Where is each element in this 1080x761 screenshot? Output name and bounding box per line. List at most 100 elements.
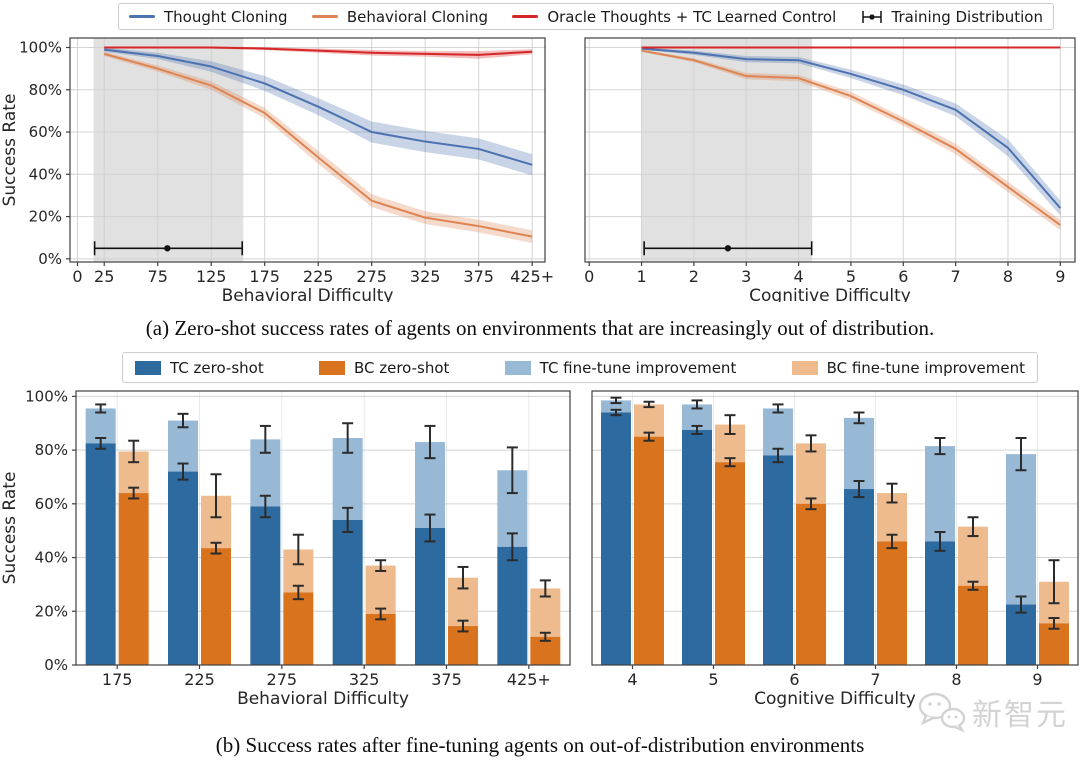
legend-item: Thought Cloning [129,8,288,26]
series-line [104,48,533,166]
legend-label: BC zero-shot [353,358,450,377]
bar-segment-tc-zero-shot [168,471,198,665]
legend-item: TC zero-shot [135,359,264,377]
caption-b: (b) Success rates after fine-tuning agen… [215,733,865,757]
x-tick-label: 3 [741,267,751,286]
y-tick-label: 40% [35,549,68,567]
top-legend: Thought Cloning Behavioral Cloning Oracle … [118,3,1054,30]
x-axis-label: Cognitive Difficulty [754,689,916,709]
plot-frame [75,390,571,666]
finetune-behavioral-bar-chart: 175 225 275 325 375 425+ 0% 20% 40% 60% 80% 100% Beh… [0,387,571,709]
bar-segment-bc-zero-shot [877,541,907,665]
bar-segment-bc-zero-shot [118,493,149,665]
zero-shot-cognitive-line-chart: 0 1 2 3 4 5 6 7 8 9 Cognitive Difficulty [584,37,1076,302]
x-axis-label: Behavioral Difficulty [237,689,409,709]
bar-segment-bc-fine-tune-improvement [365,565,396,614]
y-tick-label: 60% [35,495,68,513]
x-tick-label: 325 [349,670,380,689]
y-tick-label: 80% [29,81,62,99]
legend-item: Training Distribution [861,8,1043,26]
bar-segment-bc-zero-shot [201,548,231,665]
x-tick-label: 325 [410,267,441,286]
bar-segment-tc-zero-shot [763,455,793,665]
bar-segment-bc-zero-shot [283,592,314,665]
legend-label: TC fine-tune improvement [539,358,737,377]
bar-segment-tc-fine-tune-improvement [1006,454,1036,605]
series-line [641,49,1061,226]
bottom-legend: TC zero-shot BC zero-shot TC fine-tune imp… [122,352,1038,383]
bc-finetune-swatch-icon [791,360,818,375]
legend-label: Oracle Thoughts + TC Learned Control [547,7,837,26]
legend-label: Training Distribution [891,7,1043,26]
bar-segment-tc-fine-tune-improvement [925,446,955,542]
legend-item: BC fine-tune improvement [791,358,1025,377]
y-tick-label: 80% [35,441,68,459]
x-tick-label: 9 [1055,267,1065,286]
series-line [641,47,1062,209]
x-tick-label: 275 [356,267,387,286]
zero-shot-behavioral-line-chart: 0 25 75 125 175 225 275 325 375 425+ 0% 20% 40% 60% 80… [0,37,554,302]
x-tick-label: 225 [184,670,215,689]
legend-label: Thought Cloning [164,7,288,26]
tc-zero-shot-swatch-icon [135,360,161,375]
x-tick-label: 2 [689,267,699,286]
x-tick-label: 8 [1003,267,1013,286]
x-tick-label: 175 [102,670,133,689]
x-tick-label: 4 [793,267,803,286]
bar-segment-tc-zero-shot [497,546,528,665]
confidence-band [641,47,1061,216]
bar-segment-tc-zero-shot [925,541,955,665]
legend-label: TC zero-shot [170,358,264,377]
x-tick-label: 375 [431,670,462,689]
confidence-band [104,51,533,243]
x-tick-label: 1 [636,267,646,286]
bar-segment-bc-zero-shot [958,585,988,665]
y-axis-label: Success Rate [0,472,20,585]
bar-segment-bc-zero-shot [448,626,478,665]
series-line [103,52,533,238]
wechat-bubbles-icon [918,692,966,733]
x-tick-label: 0 [72,267,82,286]
bar-segment-tc-fine-tune-improvement [844,417,874,490]
y-tick-label: 20% [29,208,62,226]
bc-line-swatch-icon [311,15,338,18]
x-tick-label: 5 [846,267,856,286]
y-tick-label: 100% [19,39,62,57]
confidence-band [104,46,533,59]
legend-item: TC fine-tune improvement [504,358,737,377]
tc-finetune-swatch-icon [504,360,531,375]
x-tick-label: 4 [627,670,637,689]
y-tick-label: 20% [35,602,68,620]
bar-segment-bc-zero-shot [1039,623,1069,665]
plot-frame [584,37,1076,263]
bar-segment-tc-zero-shot [85,443,116,665]
x-tick-label: 225 [303,267,334,286]
tc-line-swatch-icon [129,15,155,18]
x-tick-label: 6 [898,267,908,286]
bar-segment-bc-zero-shot [365,613,396,665]
x-tick-label: 425+ [510,267,554,286]
x-tick-label: 7 [870,670,880,689]
y-tick-label: 60% [29,123,62,141]
x-tick-label: 175 [249,267,280,286]
bar-segment-tc-zero-shot [844,489,874,665]
bar-segment-tc-fine-tune-improvement [601,400,631,413]
series-line [104,46,533,56]
x-tick-label: 0 [584,267,594,286]
bar-segment-bc-zero-shot [634,436,664,665]
caption-a: (a) Zero-shot success rates of agents on… [145,316,935,340]
legend-label: Behavioral Cloning [346,7,489,26]
x-tick-label: 425+ [507,670,551,689]
x-tick-label: 9 [1032,670,1042,689]
training-distribution-region [641,38,813,262]
x-tick-label: 7 [951,267,961,286]
x-tick-label: 125 [196,267,227,286]
bar-segment-tc-zero-shot [415,528,445,665]
legend-item: Behavioral Cloning [311,7,489,26]
bar-segment-tc-zero-shot [1006,604,1036,665]
legend-label: BC fine-tune improvement [826,358,1025,377]
training-distribution-region [93,38,244,262]
bar-segment-bc-zero-shot [715,462,745,665]
x-tick-label: 5 [708,670,718,689]
